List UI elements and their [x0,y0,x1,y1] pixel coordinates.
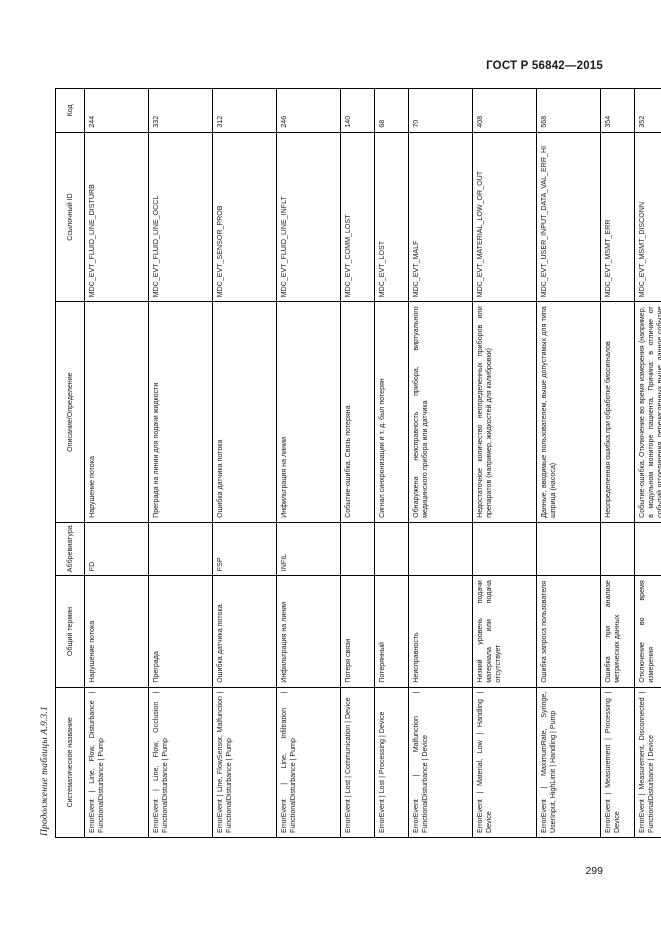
table-caption: Продолжение таблицы А.9.3.1 [40,706,50,836]
cell-reference-id: MDC_EVT_LOST [374,132,409,302]
cell-abbreviation: INFIL [276,522,341,576]
cell-general-term: Низкий уровень подачи материала или пода… [472,575,537,688]
cell-systematic-name: ErrorEvent | MaximumRate, Syringe, UserI… [536,687,601,838]
table-row: ErrorEvent | Line, FlowSensor, Malfuncti… [212,88,277,838]
cell-description: Обнаружена неисправность прибора, виртуа… [408,301,473,523]
cell-code: 568 [536,88,601,133]
cell-general-term: Отключение во время измерения [634,575,661,688]
cell-reference-id: MDC_EVT_FLUID_LINE_INFLT [276,132,341,302]
cell-code: 244 [84,88,149,133]
table-body: ErrorEvent | Line, Flow, Disturbance | F… [84,88,661,838]
cell-abbreviation [472,522,537,576]
cell-general-term: Ошибка датчика потока [212,575,277,688]
cell-code: 354 [600,88,635,133]
cell-description: Недостаточное количество неопределенных … [472,301,537,523]
cell-general-term: Преграда [148,575,213,688]
cell-general-term: Ошибка при анализе метрических данных [600,575,635,688]
cell-general-term: Инфильтрация на линии [276,575,341,688]
cell-code: 352 [634,88,661,133]
cell-description: Нарушение потока [84,301,149,523]
cell-code: 68 [374,88,409,133]
table-row: ErrorEvent | Lost | Processing | Device … [374,88,409,838]
cell-general-term: Потеря связи [340,575,375,688]
table-row: ErrorEvent | Measurement | Processing | … [600,88,635,838]
cell-code: 312 [212,88,277,133]
cell-description: Инфильтрация на линии [276,301,341,523]
cell-reference-id: MDC_EVT_FLUID_LINE_OCCL [148,132,213,302]
cell-code: 408 [472,88,537,133]
cell-abbreviation [634,522,661,576]
column-header-abbreviation: Аббревиатура [55,522,85,576]
cell-description: Данные, вводимые пользователем, выше доп… [536,301,601,523]
cell-reference-id: MDC_EVT_MATERIAL_LOW_OR_OUT [472,132,537,302]
cell-reference-id: MDC_EVT_MSMT_DISCONN [634,132,661,302]
cell-abbreviation: FSP [212,522,277,576]
table-row: ErrorEvent | Measurement, Disconnected |… [634,88,661,838]
cell-systematic-name: ErrorEvent | Malfunction | FunctionalDis… [408,687,473,838]
column-header-systematic-name: Систематическое название [55,687,85,838]
table-row: ErrorEvent | Line, Flow, Occlusion | Fun… [148,88,213,838]
cell-description: Ошибка датчика потока [212,301,277,523]
cell-code: 332 [148,88,213,133]
cell-description: Преграда на линии для подачи жидкости [148,301,213,523]
cell-systematic-name: ErrorEvent | Line, Infiltration | Functi… [276,687,341,838]
cell-systematic-name: ErrorEvent | Line, FlowSensor, Malfuncti… [212,687,277,838]
cell-systematic-name: ErrorEvent | Measurement | Processing | … [600,687,635,838]
cell-reference-id: MDC_EVT_FLUID_LINE_DISTURB [84,132,149,302]
table-header-row: Систематическое название Общий термин Аб… [55,88,85,838]
cell-code: 246 [276,88,341,133]
cell-reference-id: MDC_EVT_MALF [408,132,473,302]
cell-general-term: Ошибка запроса пользователя [536,575,601,688]
cell-abbreviation [600,522,635,576]
events-table: Систематическое название Общий термин Аб… [55,88,661,838]
cell-abbreviation [536,522,601,576]
table-row: ErrorEvent | Malfunction | FunctionalDis… [408,88,473,838]
cell-abbreviation [374,522,409,576]
column-header-description: Описание/Определение [55,301,85,523]
column-header-code: Код [55,88,85,133]
cell-description: Сигнал синхронизации и т. д. был потерян [374,301,409,523]
cell-abbreviation [148,522,213,576]
cell-code: 140 [340,88,375,133]
cell-general-term: Неисправность [408,575,473,688]
cell-description: Событие-ошибка. Связь потеряна [340,301,375,523]
cell-abbreviation: FD [84,522,149,576]
cell-abbreviation [408,522,473,576]
column-header-reference-id: Ссылочный ID [55,132,85,302]
page-number: 299 [585,865,603,877]
cell-reference-id: MDC_EVT_COMM_LOST [340,132,375,302]
column-header-general-term: Общий термин [55,575,85,688]
cell-reference-id: MDC_EVT_MSMT_ERR [600,132,635,302]
cell-reference-id: MDC_EVT_SENSOR_PROB [212,132,277,302]
cell-general-term: Нарушение потока [84,575,149,688]
cell-systematic-name: ErrorEvent | Lost | Communication | Devi… [340,687,375,838]
rotated-table-area: Продолжение таблицы А.9.3.1 Систематичес… [40,88,661,838]
table-row: ErrorEvent | Material, Low | Handling | … [472,88,537,838]
table-row: ErrorEvent | Line, Infiltration | Functi… [276,88,341,838]
cell-reference-id: MDC_EVT_USER_INPUT_DATA_VAL_ERR_HI [536,132,601,302]
table-row: ErrorEvent | Line, Flow, Disturbance | F… [84,88,149,838]
cell-systematic-name: ErrorEvent | Line, Flow, Occlusion | Fun… [148,687,213,838]
cell-description: Неопределенная ошибка при обработке биос… [600,301,635,523]
cell-systematic-name: ErrorEvent | Material, Low | Handling | … [472,687,537,838]
table-row: ErrorEvent | Lost | Communication | Devi… [340,88,375,838]
cell-general-term: Потерянный [374,575,409,688]
standard-header: ГОСТ Р 56842—2015 [486,60,603,72]
cell-code: 70 [408,88,473,133]
cell-abbreviation [340,522,375,576]
cell-systematic-name: ErrorEvent | Line, Flow, Disturbance | F… [84,687,149,838]
cell-description: Событие-ошибка. Отключение во время изме… [634,301,661,523]
cell-systematic-name: ErrorEvent | Lost | Processing | Device [374,687,409,838]
table-row: ErrorEvent | MaximumRate, Syringe, UserI… [536,88,601,838]
cell-systematic-name: ErrorEvent | Measurement, Disconnected |… [634,687,661,838]
